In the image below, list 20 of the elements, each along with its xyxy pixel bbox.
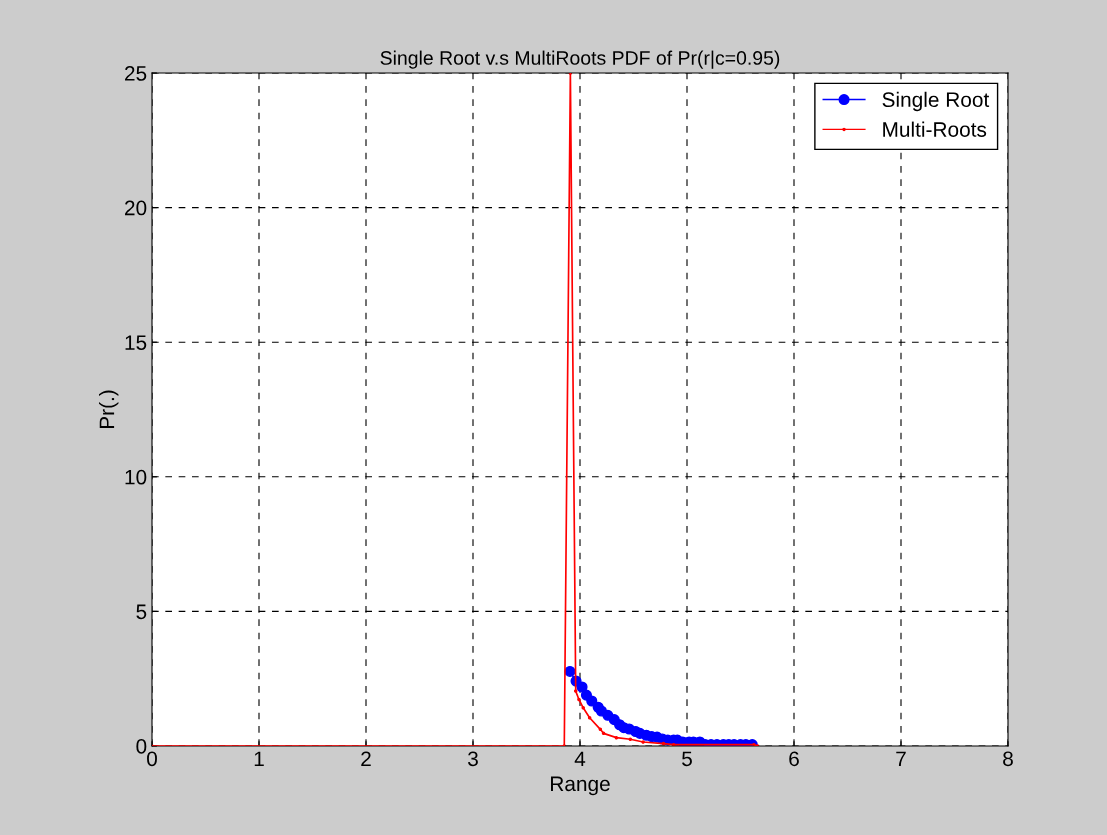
chart-title: Single Root v.s MultiRoots PDF of Pr(r|c=0.95) bbox=[380, 50, 780, 69]
y-tick-label: 10 bbox=[125, 469, 147, 485]
y-tick-label: 5 bbox=[136, 604, 147, 620]
y-tick-label: 15 bbox=[125, 335, 147, 350]
x-tick-label: 7 bbox=[896, 751, 906, 766]
y-tick-label: 25 bbox=[125, 66, 147, 81]
x-tick-label: 6 bbox=[789, 751, 799, 767]
x-axis-title: Range bbox=[551, 776, 610, 796]
y-tick-label: 0 bbox=[136, 739, 147, 754]
legend-label: Single Root bbox=[882, 91, 990, 112]
x-tick-label: 4 bbox=[574, 751, 586, 766]
x-tick-label: 1 bbox=[254, 751, 264, 766]
x-tick-label: 0 bbox=[147, 751, 157, 767]
y-axis-title: Pr(.) bbox=[98, 390, 119, 429]
y-tick-label: 20 bbox=[125, 200, 147, 216]
x-tick-label: 5 bbox=[682, 751, 692, 767]
x-tick-label: 8 bbox=[1003, 751, 1013, 767]
legend-label: Multi-Roots bbox=[883, 121, 987, 137]
x-tick-label: 2 bbox=[361, 751, 371, 766]
x-tick-label: 3 bbox=[468, 751, 478, 767]
